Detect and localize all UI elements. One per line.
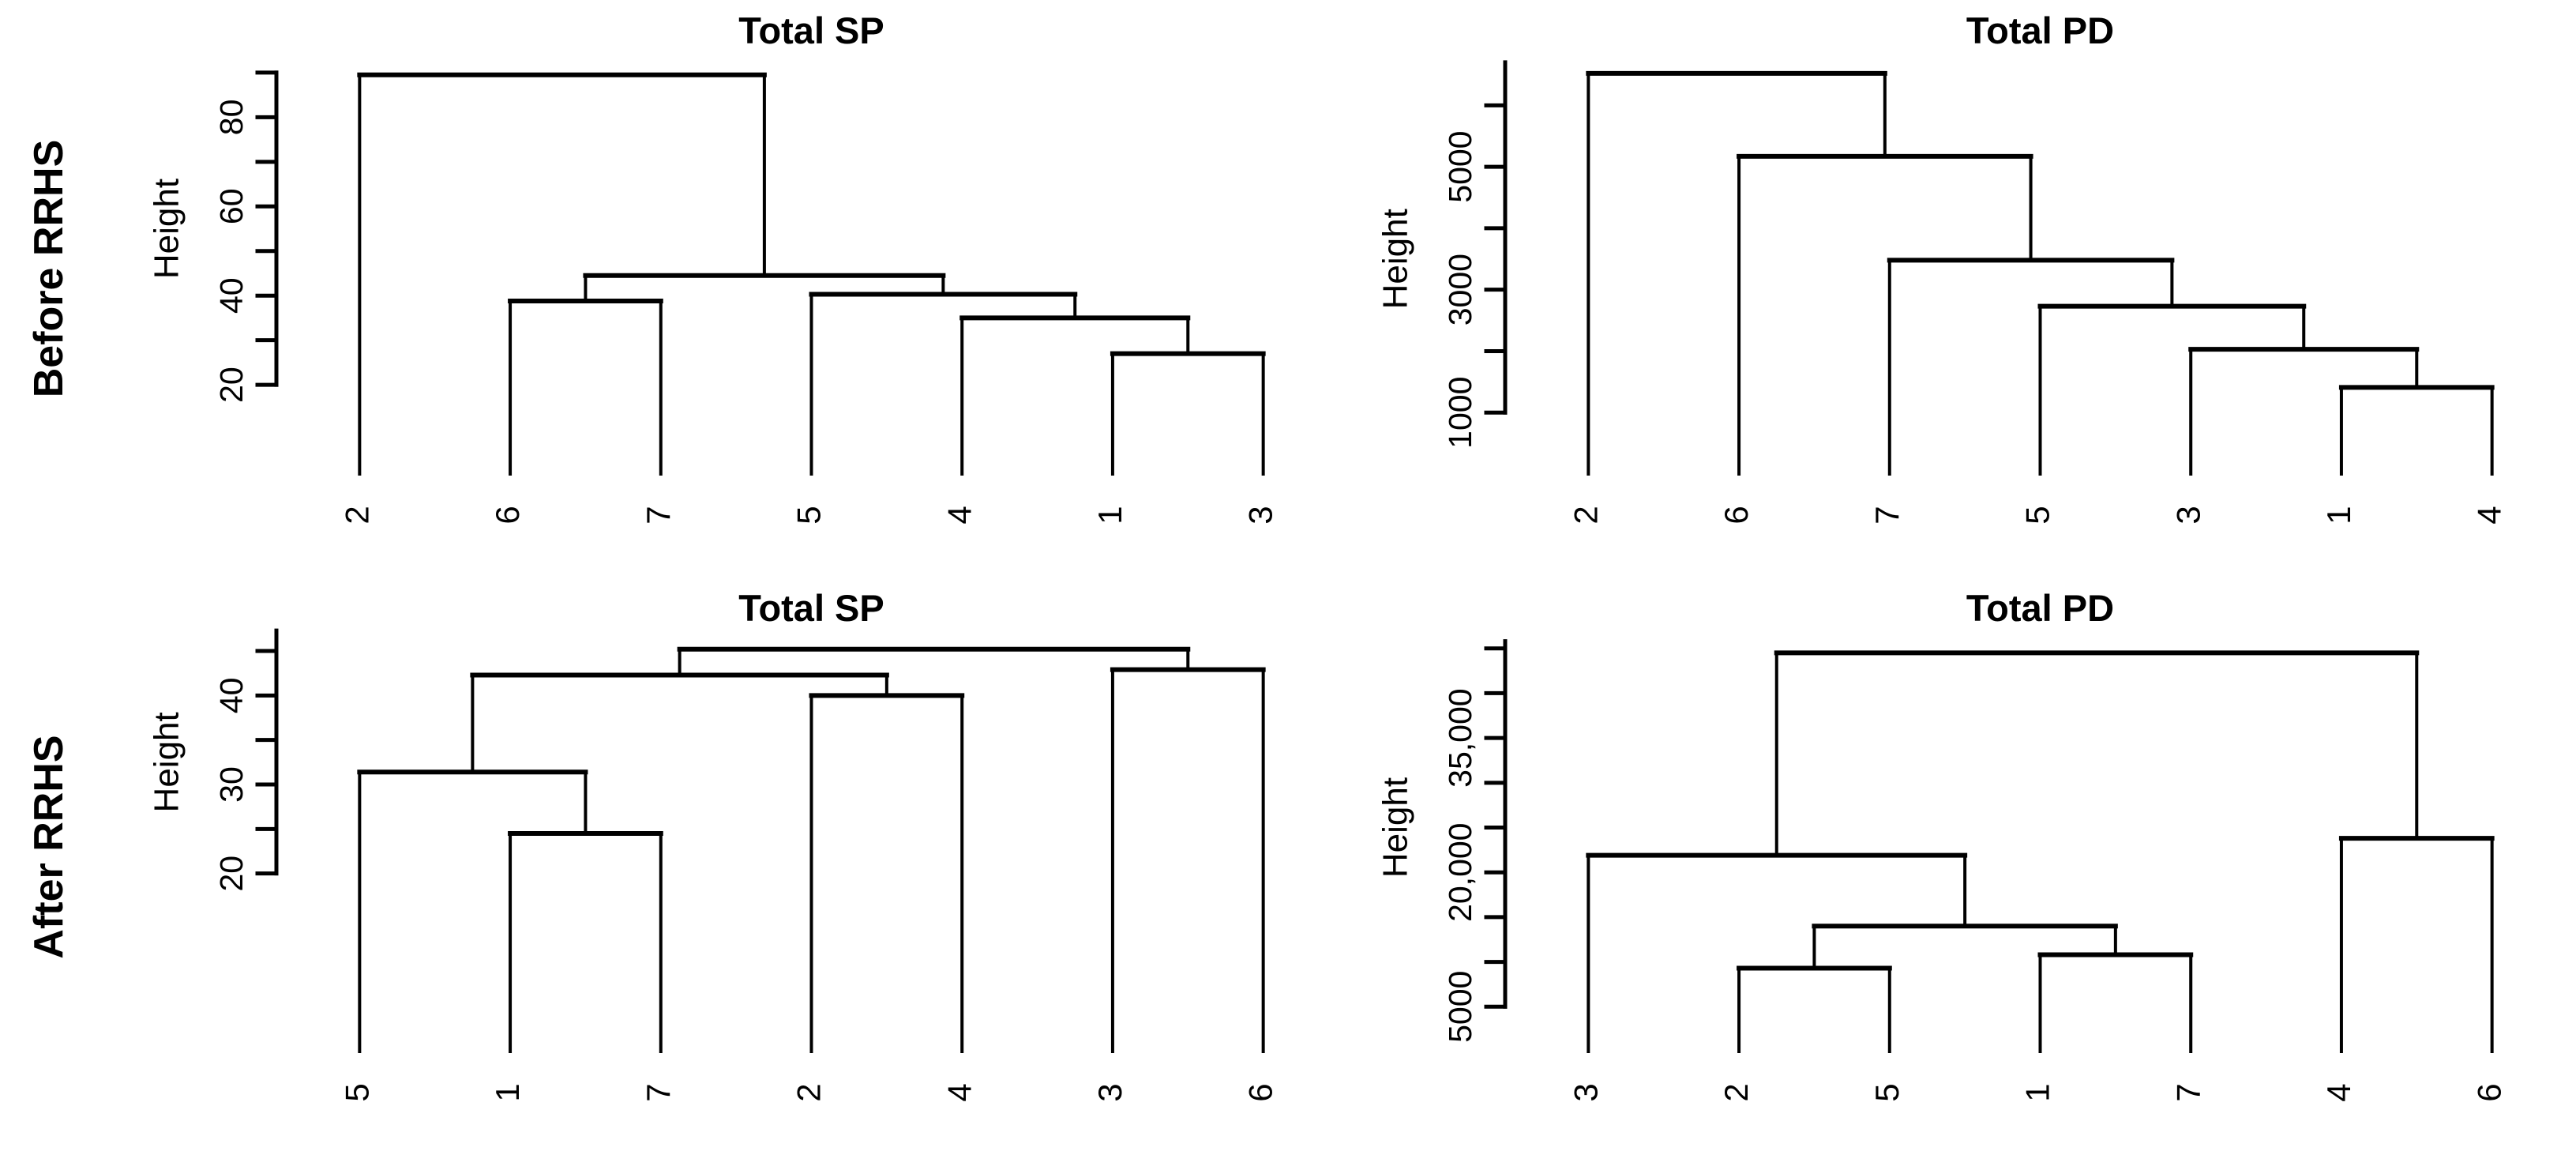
- leaf-label: 5: [790, 506, 828, 524]
- leaf-label: 6: [1718, 506, 1755, 524]
- panel-title-after-total-sp: Total SP: [738, 587, 884, 629]
- leaf-labels: 3 2 5 1 7 4 6: [1567, 1083, 2507, 1101]
- leaf-labels: 2 6 7 5 3 1 4: [1567, 506, 2507, 524]
- y-axis-tick-label: 3000: [1442, 254, 1478, 325]
- y-axis-tick-label: 35,000: [1442, 688, 1478, 787]
- dendrogram-tree: [1586, 70, 2495, 476]
- leaf-label: 1: [2019, 1083, 2056, 1101]
- y-axis-tick-label: 20: [213, 367, 250, 403]
- panel-after-total-pd: Total PD 5000 20,000 35,000 Height 3 2 5 1 7 4 6: [1347, 578, 2576, 1155]
- y-axis-tick-label: 1000: [1442, 377, 1478, 449]
- y-axis-tick-label: 20,000: [1442, 823, 1478, 922]
- leaf-label: 1: [1091, 506, 1128, 524]
- panel-title-after-total-pd: Total PD: [1966, 587, 2115, 629]
- y-axis-tick-label: 80: [213, 100, 250, 136]
- panel-title-before-total-sp: Total SP: [738, 9, 884, 51]
- dendrogram-tree: [1586, 650, 2495, 1053]
- leaf-label: 6: [1242, 1083, 1279, 1101]
- leaf-label: 7: [2169, 1083, 2206, 1101]
- leaf-label: 4: [941, 1083, 978, 1101]
- leaf-label: 3: [1567, 1083, 1604, 1101]
- leaf-label: 7: [640, 506, 677, 524]
- y-axis-tick-label: 30: [213, 766, 250, 803]
- y-axis: 20 30 40 Height: [148, 628, 279, 892]
- leaf-label: 2: [338, 506, 375, 524]
- leaf-label: 4: [2320, 1083, 2357, 1101]
- dendrogram-plot-before-total-pd: 1000 3000 5000 Height 2 6 7 5 3 1 4: [1376, 60, 2508, 525]
- leaf-label: 6: [489, 506, 526, 524]
- leaf-label: 1: [489, 1083, 526, 1101]
- leaf-label: 7: [640, 1083, 677, 1101]
- panel-before-total-sp: Total SP 20 40 60 80 Height 2 6 7 5 4 1 3: [118, 0, 1347, 578]
- leaf-labels: 5 1 7 2 4 3 6: [338, 1083, 1279, 1101]
- panel-title-before-total-pd: Total PD: [1966, 9, 2115, 51]
- panel-before-total-pd: Total PD 1000 3000 5000 Height 2 6 7 5 3 1 4: [1347, 0, 2576, 578]
- leaf-label: 6: [2471, 1083, 2508, 1101]
- leaf-label: 5: [1868, 1083, 1906, 1101]
- leaf-label: 2: [790, 1083, 828, 1101]
- leaf-label: 4: [941, 506, 978, 524]
- panel-after-total-sp: Total SP 20 30 40 Height 5 1 7 2 4 3 6: [118, 578, 1347, 1155]
- y-axis-title: Height: [1376, 777, 1415, 878]
- dendrogram-plot-after-total-sp: 20 30 40 Height 5 1 7 2 4 3 6: [148, 628, 1279, 1102]
- leaf-label: 7: [1868, 506, 1906, 524]
- leaf-label: 3: [1091, 1083, 1128, 1101]
- leaf-label: 2: [1567, 506, 1604, 524]
- leaf-label: 1: [2320, 506, 2357, 524]
- row-label-before-rrhs: Before RRHS: [26, 139, 72, 398]
- y-axis-title: Height: [148, 712, 186, 812]
- dendrogram-tree: [357, 646, 1266, 1053]
- y-axis-tick-label: 5000: [1442, 971, 1478, 1043]
- y-axis-title: Height: [1376, 209, 1415, 309]
- leaf-label: 5: [338, 1083, 375, 1101]
- leaf-label: 3: [1242, 506, 1279, 524]
- row-label-after-rrhs: After RRHS: [26, 735, 72, 959]
- y-axis-tick-label: 20: [213, 856, 250, 892]
- y-axis-tick-label: 5000: [1442, 131, 1478, 203]
- dendrogram-plot-after-total-pd: 5000 20,000 35,000 Height 3 2 5 1 7 4 6: [1376, 639, 2508, 1102]
- y-axis: 20 40 60 80 Height: [148, 70, 279, 403]
- y-axis-tick-label: 40: [213, 678, 250, 714]
- y-axis-title: Height: [148, 179, 186, 279]
- leaf-label: 5: [2019, 506, 2056, 524]
- y-axis: 1000 3000 5000 Height: [1376, 60, 1508, 449]
- leaf-label: 2: [1718, 1083, 1755, 1101]
- leaf-label: 3: [2169, 506, 2206, 524]
- dendrogram-tree: [357, 72, 1266, 476]
- leaf-labels: 2 6 7 5 4 1 3: [338, 506, 1279, 524]
- y-axis-tick-label: 40: [213, 277, 250, 314]
- leaf-label: 4: [2471, 506, 2508, 524]
- y-axis-tick-label: 60: [213, 188, 250, 224]
- dendrogram-plot-before-total-sp: 20 40 60 80 Height 2 6 7 5 4 1 3: [148, 70, 1279, 525]
- y-axis: 5000 20,000 35,000 Height: [1376, 639, 1508, 1043]
